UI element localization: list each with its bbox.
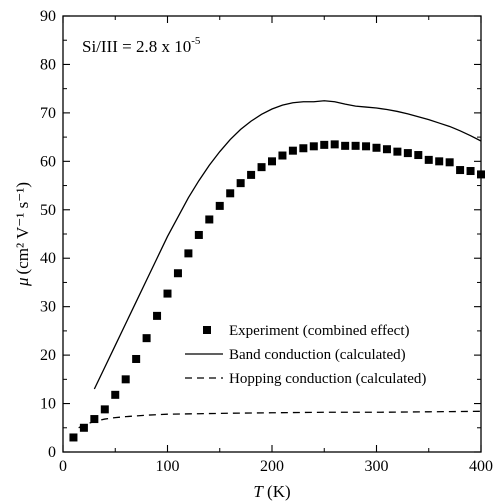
x-tick-label: 400 [469,458,493,475]
experiment-point [278,151,287,160]
experiment-point [424,155,433,164]
experiment-point [320,140,329,149]
y-tick-label: 40 [40,250,56,267]
legend-label: Experiment (combined effect) [229,323,409,339]
legend-label: Hopping conduction (calculated) [229,371,426,387]
experiment-point [299,144,308,153]
experiment-point [69,433,78,442]
experiment-point [393,147,402,156]
experiment-point [403,149,412,158]
y-tick-label: 80 [40,56,56,73]
experiment-point [414,151,423,160]
legend-entry-band: Band conduction (calculated) [185,347,406,363]
experiment-point [466,167,475,176]
experiment-point [257,163,266,172]
experiment-point [288,146,297,155]
experiment-point [132,354,141,363]
y-axis-label: μ(cm² V⁻¹ s⁻¹) [13,182,32,287]
experiment-series [69,140,485,442]
experiment-point [142,334,151,343]
legend: Experiment (combined effect) Band conduct… [185,323,426,387]
y-tick-label: 10 [40,396,56,413]
experiment-point [215,201,224,210]
plot-area [69,100,485,442]
x-tick-label: 300 [365,458,389,475]
experiment-point [236,179,245,188]
experiment-point [341,141,350,150]
experiment-point [309,142,318,151]
experiment-point [362,142,371,151]
experiment-point [100,405,109,414]
experiment-point [268,157,276,166]
y-tick-label: 60 [40,153,56,170]
y-tick-label: 20 [40,347,56,364]
x-tick-label: 200 [260,458,284,475]
legend-label: Band conduction (calculated) [229,347,406,363]
experiment-point [90,415,99,424]
experiment-point [226,189,235,198]
experiment-point [153,311,162,320]
experiment-point [372,143,381,152]
experiment-point [121,375,130,384]
axes: 0 100 200 300 400 0 10 20 30 40 50 60 70 80 90 [40,8,493,475]
experiment-point [435,157,444,166]
experiment-point [351,141,360,150]
experiment-point [184,249,193,258]
experiment-point [111,390,120,399]
experiment-point [247,170,256,179]
experiment-point [205,215,214,224]
x-tick-label: 0 [59,458,67,475]
hopping-conduction-line [78,410,482,429]
experiment-point [445,158,454,167]
y-tick-label: 70 [40,105,56,122]
experiment-point [194,230,203,239]
experiment-point [79,423,88,432]
legend-marker [203,326,211,334]
experiment-point [477,170,485,179]
band-conduction-line [93,100,482,390]
y-tick-label: 50 [40,202,56,219]
experiment-point [173,269,182,278]
experiment-point [456,166,465,175]
experiment-point [163,289,172,298]
legend-entry-hopping: Hopping conduction (calculated) [185,371,426,387]
y-tick-label: 30 [40,299,56,316]
experiment-point [382,145,391,154]
y-tick-label: 0 [48,444,56,461]
annotation-si-ratio: Si/III = 2.8 x 10-5 [82,35,201,56]
x-tick-label: 100 [156,458,180,475]
experiment-point [330,140,339,149]
legend-entry-experiment: Experiment (combined effect) [203,323,409,339]
y-tick-label: 90 [40,8,56,25]
x-axis-label: T (K) [253,482,290,501]
